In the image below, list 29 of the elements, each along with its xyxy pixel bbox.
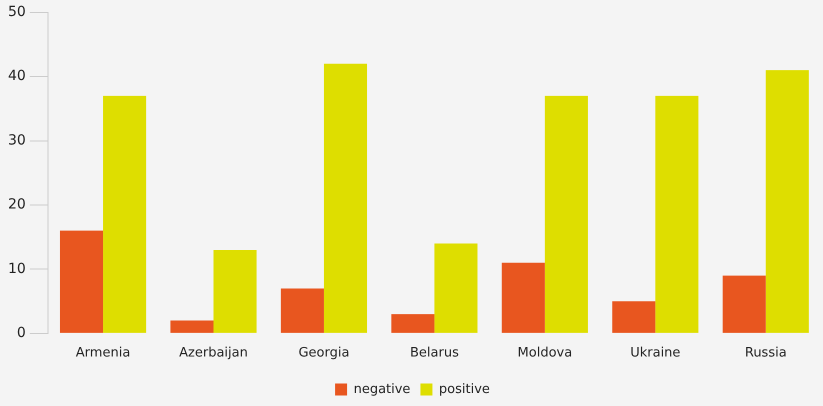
y-tick-label: 0 <box>16 325 26 342</box>
bar <box>612 301 656 333</box>
x-tick-label: Georgia <box>298 346 350 361</box>
x-tick-label: Moldova <box>518 346 572 361</box>
bar <box>722 276 766 333</box>
bar <box>655 96 698 333</box>
bar <box>391 314 434 333</box>
y-tick-label: 20 <box>8 196 26 213</box>
bar <box>502 262 545 333</box>
bar <box>280 288 324 333</box>
legend-label: negative <box>354 382 410 397</box>
bar <box>103 96 146 333</box>
bar <box>324 64 368 333</box>
bar <box>766 70 809 333</box>
bar <box>434 244 478 333</box>
x-tick-label: Belarus <box>410 346 460 361</box>
bar <box>60 230 104 333</box>
bar <box>213 250 257 333</box>
y-tick-label: 30 <box>8 132 26 148</box>
y-tick-label: 50 <box>8 4 26 20</box>
y-tick-label: 40 <box>8 68 26 84</box>
x-tick-label: Armenia <box>76 346 130 361</box>
x-tick-label: Russia <box>744 346 787 361</box>
x-tick-label: Ukraine <box>630 346 680 361</box>
bar <box>170 320 214 333</box>
x-tick-label: Azerbaijan <box>179 346 248 361</box>
y-tick-label: 10 <box>8 260 26 277</box>
legend-label: positive <box>438 382 490 397</box>
bar <box>544 96 588 333</box>
